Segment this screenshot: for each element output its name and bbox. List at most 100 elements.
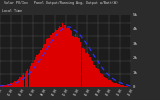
Bar (24, 74, 26, 87)
Bar (88, 54, 89, 87)
Text: 18:00: 18:00 (95, 88, 102, 97)
Bar (74, 36, 75, 87)
Text: 4k: 4k (133, 27, 138, 31)
Bar (76, 37, 77, 87)
Bar (117, 84, 119, 87)
Bar (50, 35, 51, 87)
Bar (21, 77, 22, 87)
Bar (70, 30, 71, 87)
Bar (91, 60, 92, 87)
Bar (54, 32, 55, 87)
Bar (14, 81, 15, 87)
Bar (34, 60, 35, 87)
Bar (112, 82, 113, 87)
Bar (127, 86, 128, 87)
Bar (35, 57, 36, 87)
Bar (51, 35, 52, 87)
Bar (28, 68, 30, 87)
Bar (66, 28, 67, 87)
Bar (48, 38, 50, 87)
Bar (96, 68, 97, 87)
Text: 16:00: 16:00 (84, 88, 91, 97)
Bar (63, 29, 64, 87)
Bar (107, 79, 108, 87)
Bar (56, 30, 58, 87)
Bar (60, 28, 62, 87)
Bar (93, 65, 95, 87)
Text: 5k: 5k (133, 13, 138, 17)
Bar (42, 48, 43, 87)
Bar (105, 78, 107, 87)
Text: 24:00: 24:00 (127, 88, 135, 97)
Text: 0: 0 (133, 85, 135, 89)
Text: 10:00: 10:00 (51, 88, 58, 97)
Bar (38, 54, 39, 87)
Bar (17, 80, 18, 87)
Text: 14:00: 14:00 (73, 88, 80, 97)
Text: 12:00: 12:00 (62, 88, 69, 97)
Bar (55, 29, 56, 87)
Bar (22, 75, 23, 87)
Text: 02:00: 02:00 (7, 88, 15, 97)
Bar (121, 85, 123, 87)
Bar (115, 83, 116, 87)
Bar (89, 57, 91, 87)
Bar (32, 64, 34, 87)
Text: 3k: 3k (133, 42, 138, 46)
Bar (52, 33, 54, 87)
Bar (116, 84, 117, 87)
Bar (120, 85, 121, 87)
Bar (0, 86, 1, 87)
Bar (36, 56, 38, 87)
Bar (124, 86, 125, 87)
Bar (123, 85, 124, 87)
Text: 2k: 2k (133, 56, 138, 60)
Bar (6, 84, 7, 87)
Text: 00:00: 00:00 (0, 88, 4, 97)
Bar (97, 69, 99, 87)
Bar (11, 83, 13, 87)
Bar (9, 84, 10, 87)
Bar (40, 50, 42, 87)
Bar (15, 81, 16, 87)
Bar (111, 81, 112, 87)
Bar (26, 71, 27, 87)
Bar (10, 83, 11, 87)
Bar (72, 36, 74, 87)
Bar (85, 53, 87, 87)
Bar (64, 25, 66, 87)
Bar (108, 80, 109, 87)
Bar (67, 28, 68, 87)
Bar (113, 83, 115, 87)
Bar (39, 53, 40, 87)
Text: 22:00: 22:00 (116, 88, 124, 97)
Bar (47, 38, 48, 87)
Bar (79, 38, 80, 87)
Bar (119, 84, 120, 87)
Text: 06:00: 06:00 (29, 88, 37, 97)
Bar (101, 74, 103, 87)
Bar (95, 66, 96, 87)
Bar (13, 82, 14, 87)
Bar (58, 28, 59, 87)
Bar (7, 84, 9, 87)
Bar (19, 77, 20, 87)
Bar (31, 63, 32, 87)
Bar (125, 86, 127, 87)
Bar (75, 34, 76, 87)
Bar (92, 61, 93, 87)
Text: 1k: 1k (133, 71, 138, 75)
Bar (82, 48, 83, 87)
Bar (71, 32, 72, 87)
Bar (1, 86, 2, 87)
Bar (99, 71, 100, 87)
Bar (103, 76, 104, 87)
Bar (84, 49, 85, 87)
Bar (30, 66, 31, 87)
Bar (18, 79, 19, 87)
Bar (44, 44, 46, 87)
Bar (62, 24, 63, 87)
Text: 08:00: 08:00 (40, 88, 48, 97)
Bar (5, 85, 6, 87)
Bar (2, 86, 3, 87)
